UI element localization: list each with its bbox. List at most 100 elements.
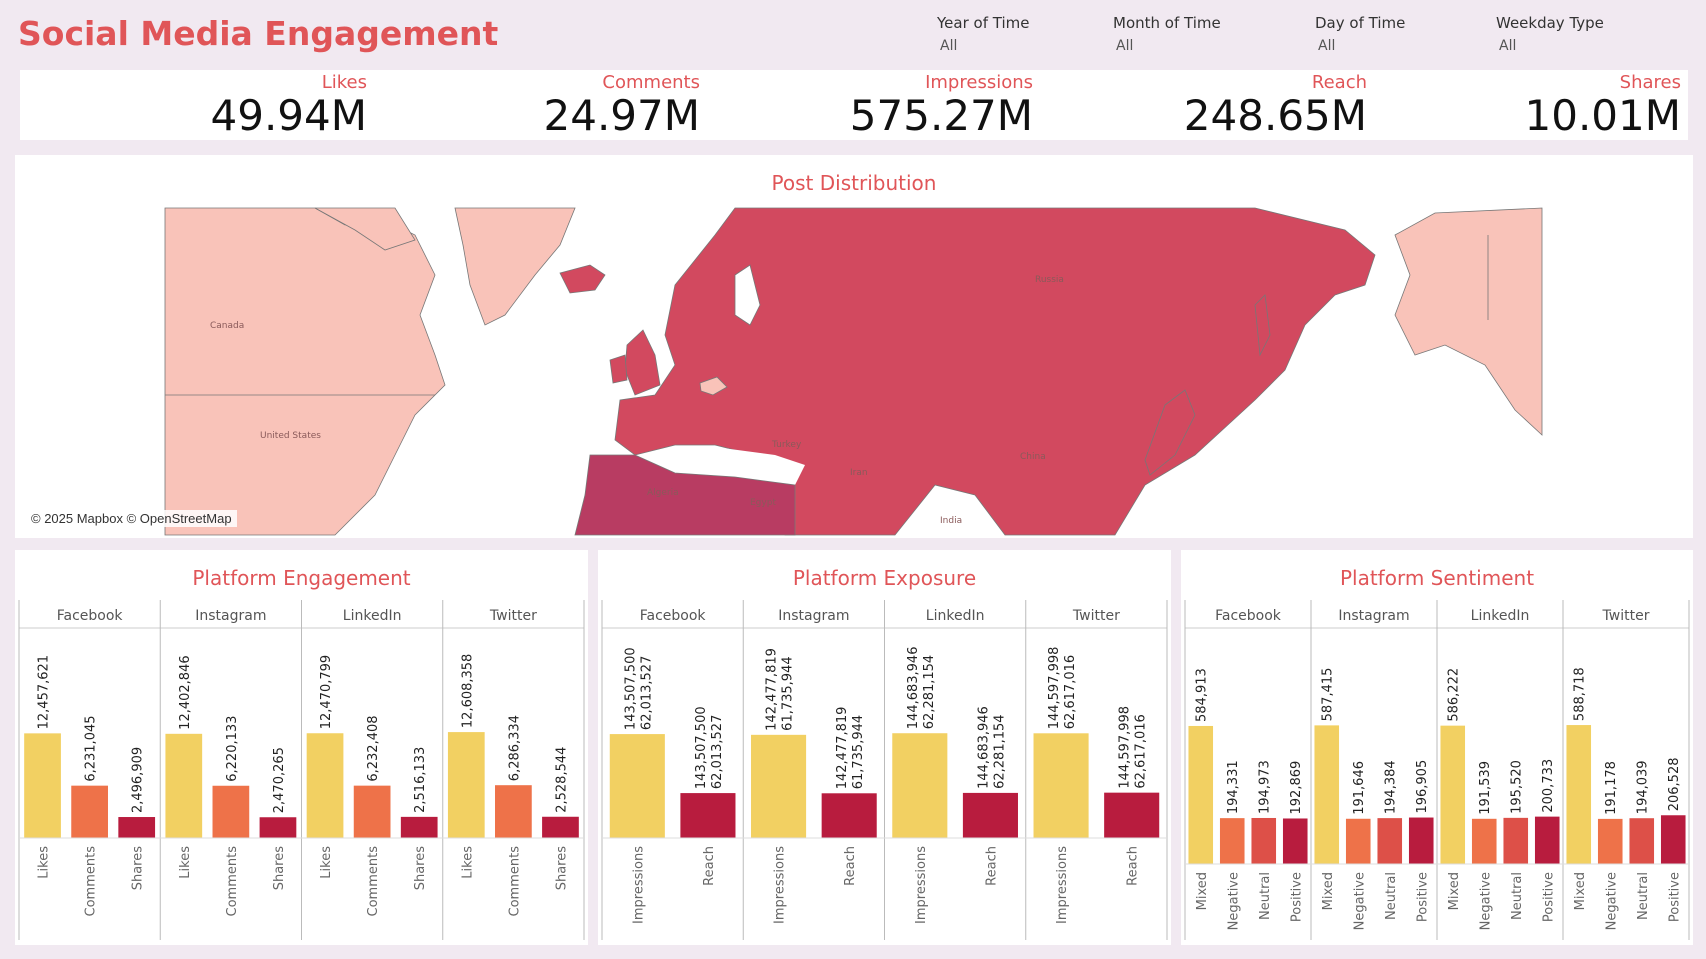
bar-twitter-comments (495, 785, 532, 838)
tick-label-neutral: Neutral (1636, 872, 1651, 920)
bar-linkedin-negative (1471, 818, 1497, 864)
engagement-title: Platform Engagement (192, 566, 411, 590)
bar-facebook-shares (118, 817, 156, 838)
kpi-value: 248.65M (1183, 91, 1367, 140)
bar-facebook-reach (680, 793, 736, 838)
data-label: 61,735,944 (851, 715, 866, 789)
map-label-canada: Canada (210, 321, 244, 331)
post-distribution-map[interactable]: Canada United States Russia Turkey Iran … (15, 155, 1693, 538)
tick-label-negative: Negative (1478, 872, 1493, 930)
tick-label-negative: Negative (1604, 872, 1619, 930)
data-label: 12,608,358 (460, 654, 475, 728)
bar-instagram-impressions (751, 734, 807, 838)
data-label: 2,470,265 (272, 747, 287, 813)
bar-twitter-impressions (1033, 733, 1089, 838)
tick-label-likes: Likes (178, 846, 193, 879)
data-label: 62,617,016 (1134, 714, 1149, 788)
data-label: 12,470,799 (319, 655, 334, 729)
bar-instagram-positive (1408, 817, 1434, 864)
filter-value[interactable]: All (1318, 38, 1336, 54)
data-label: 6,220,133 (225, 716, 240, 782)
filter-value[interactable]: All (1499, 38, 1517, 54)
bar-linkedin-mixed (1440, 725, 1466, 864)
data-label: 142,477,819 (835, 707, 850, 790)
data-label: 6,232,408 (366, 715, 381, 781)
platform-sentiment-panel: Platform Sentiment Facebook Mixed 584,913 N… (1181, 550, 1693, 945)
bar-facebook-mixed (1188, 725, 1214, 864)
panel-label-linkedin: LinkedIn (343, 608, 402, 624)
sentiment-title: Platform Sentiment (1339, 566, 1535, 590)
region-sakhalin (1254, 294, 1271, 357)
tick-label-mixed: Mixed (1195, 872, 1210, 910)
region-greenland (454, 207, 576, 326)
map-label-russia: Russia (1035, 275, 1064, 285)
bar-facebook-likes (24, 733, 61, 838)
data-label: 144,683,946 (906, 647, 921, 730)
region-ireland (609, 354, 628, 384)
filter-weekday-type[interactable]: Weekday Type All (1496, 14, 1656, 54)
kpi-label: Impressions (925, 72, 1033, 93)
data-label: 62,617,016 (1063, 655, 1078, 729)
filter-label: Year of Time (937, 14, 1030, 32)
data-label: 62,281,154 (922, 655, 937, 729)
map-label-egypt: Egypt (750, 498, 776, 508)
bar-instagram-comments (212, 785, 250, 838)
data-label: 143,507,500 (623, 647, 638, 730)
data-label: 12,457,621 (37, 655, 52, 729)
map-attribution[interactable]: © 2025 Mapbox © OpenStreetMap (26, 510, 237, 527)
data-label: 191,646 (1352, 761, 1367, 815)
filter-month[interactable]: Month of Time All (1113, 14, 1273, 54)
tick-label-positive: Positive (1415, 872, 1430, 922)
bar-twitter-mixed (1566, 725, 1592, 864)
filter-day[interactable]: Day of Time All (1315, 14, 1475, 54)
bar-twitter-neutral (1629, 818, 1655, 864)
panel-label-instagram: Instagram (195, 608, 266, 624)
map-label-united-states: United States (260, 431, 321, 441)
bar-facebook-impressions (609, 734, 665, 838)
bar-facebook-negative (1219, 818, 1245, 864)
tick-label-likes: Likes (460, 846, 475, 879)
data-label: 192,869 (1289, 761, 1304, 815)
region-north-africa (574, 454, 796, 536)
bar-linkedin-comments (353, 785, 391, 838)
filter-label: Month of Time (1113, 14, 1221, 32)
tick-label-mixed: Mixed (1447, 872, 1462, 910)
tick-label-impressions: Impressions (773, 846, 788, 924)
data-label: 586,222 (1447, 668, 1462, 722)
panel-label-facebook: Facebook (640, 608, 707, 624)
tick-label-impressions: Impressions (1055, 846, 1070, 924)
filter-value[interactable]: All (1116, 38, 1134, 54)
filter-year[interactable]: Year of Time All (937, 14, 1097, 54)
tick-label-reach: Reach (843, 846, 858, 886)
data-label: 588,718 (1573, 667, 1588, 721)
bar-instagram-shares (259, 817, 297, 838)
panel-label-instagram: Instagram (1338, 608, 1409, 624)
tick-label-impressions: Impressions (631, 846, 646, 924)
data-label: 6,231,045 (84, 715, 99, 781)
tick-label-comments: Comments (507, 846, 522, 917)
bar-linkedin-neutral (1503, 817, 1529, 864)
data-label: 143,507,500 (694, 706, 709, 789)
data-label: 191,539 (1478, 761, 1493, 815)
tick-label-comments: Comments (225, 846, 240, 917)
region-mediterranean (635, 447, 805, 485)
post-distribution-panel: Post Distribution Canada (15, 155, 1693, 538)
tick-label-negative: Negative (1226, 872, 1241, 930)
filter-value[interactable]: All (940, 38, 958, 54)
bar-twitter-positive (1660, 815, 1686, 864)
data-label: 194,384 (1384, 760, 1399, 814)
kpi-label: Shares (1619, 72, 1681, 93)
platform-sentiment-chart: Facebook Mixed 584,913 Negative 194,331 Neutr… (1184, 600, 1690, 940)
data-label: 194,039 (1636, 760, 1651, 814)
region-japan (1144, 389, 1196, 476)
data-label: 196,905 (1415, 760, 1430, 814)
data-label: 62,013,527 (639, 656, 654, 730)
data-label: 2,528,544 (554, 747, 569, 813)
data-label: 6,286,334 (507, 715, 522, 781)
bar-instagram-neutral (1377, 818, 1403, 864)
tick-label-likes: Likes (37, 846, 52, 879)
bar-twitter-shares (542, 816, 579, 838)
data-label: 142,477,819 (765, 648, 780, 731)
filter-label: Day of Time (1315, 14, 1406, 32)
